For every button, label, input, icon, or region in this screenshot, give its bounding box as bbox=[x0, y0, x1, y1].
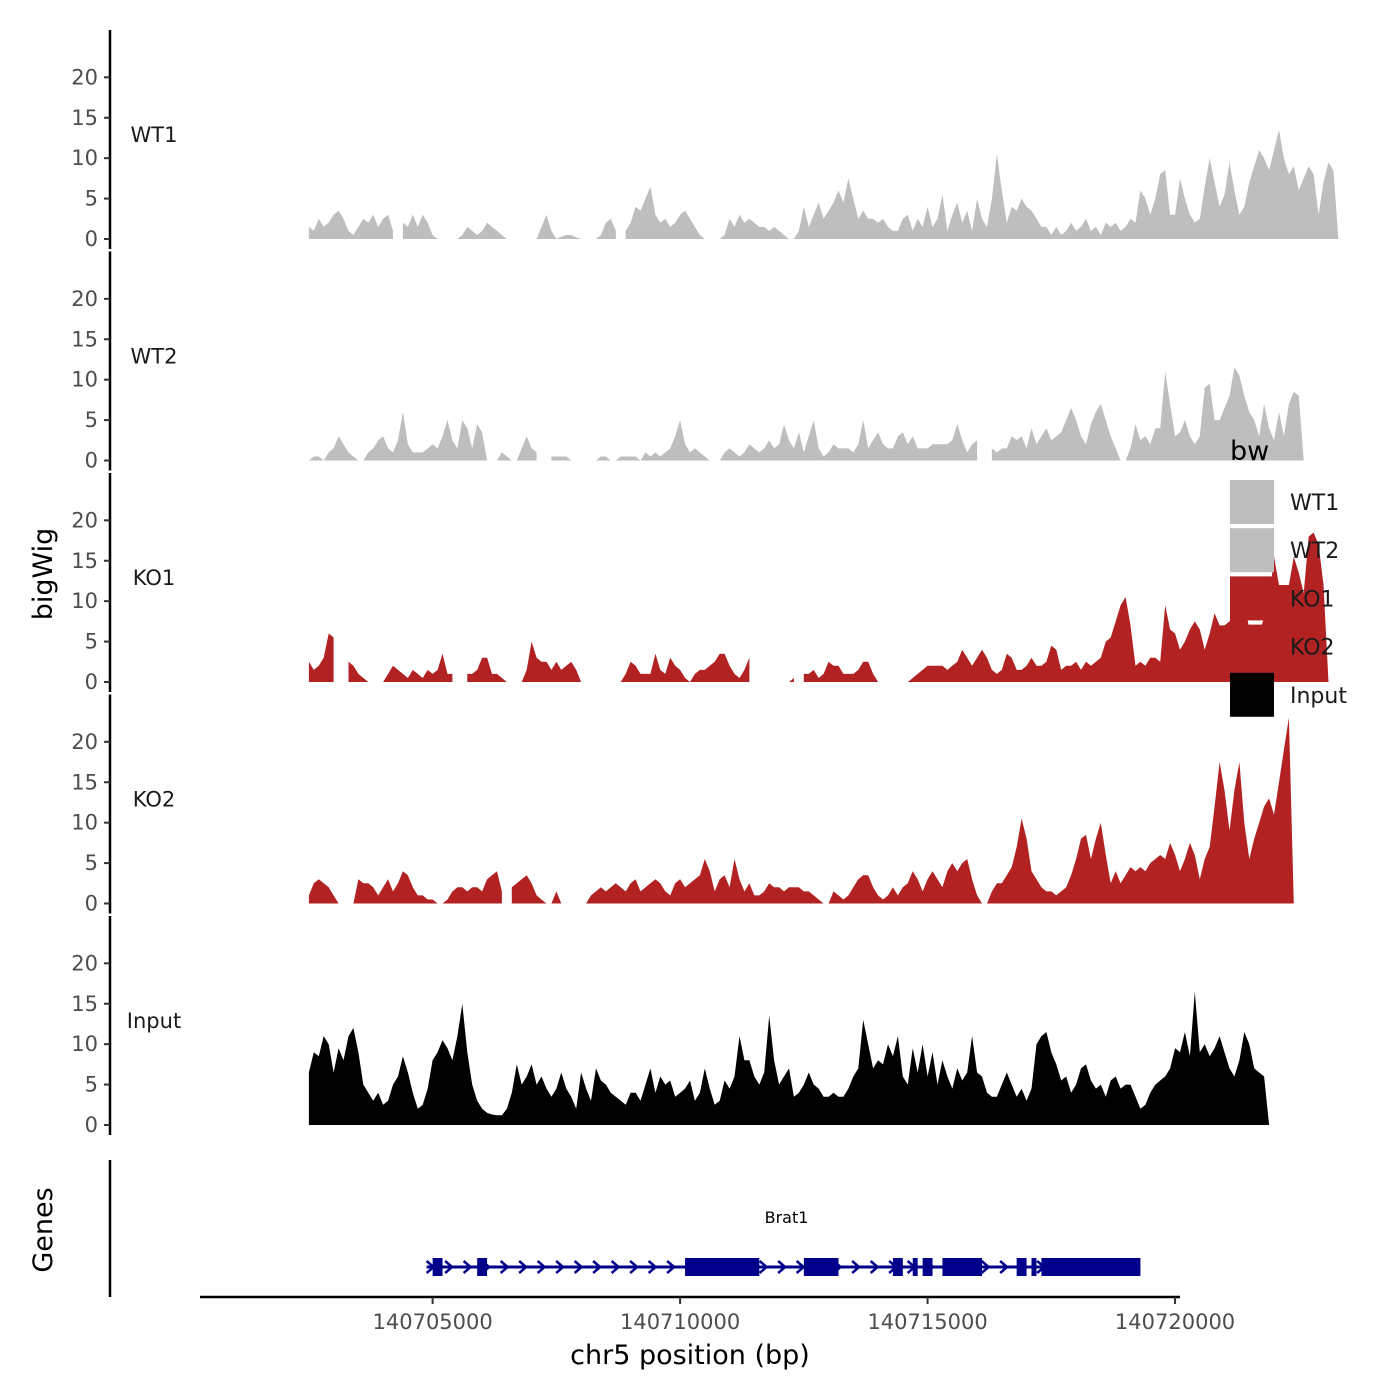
y-tick-label: 0 bbox=[85, 227, 98, 251]
area-input bbox=[308, 991, 1270, 1125]
y-tick-label: 15 bbox=[71, 992, 98, 1016]
exon bbox=[912, 1258, 918, 1276]
y-tick-label: 15 bbox=[71, 327, 98, 351]
exon bbox=[922, 1258, 933, 1276]
y-tick-label: 5 bbox=[85, 1073, 98, 1097]
x-tick-label: 140715000 bbox=[867, 1310, 987, 1334]
y-tick-label: 10 bbox=[71, 1032, 98, 1056]
strand-arrow bbox=[462, 1260, 473, 1274]
track-label-wt2: WT2 bbox=[131, 345, 178, 369]
y-tick-label: 10 bbox=[71, 589, 98, 613]
legend-label-wt2: WT2 bbox=[1290, 539, 1339, 564]
y-tick-label: 10 bbox=[71, 811, 98, 835]
track-label-ko1: KO1 bbox=[133, 566, 176, 590]
y-tick-label: 15 bbox=[71, 106, 98, 130]
gene-track: Brat1 bbox=[108, 1160, 1141, 1297]
x-axis: 140705000 140710000 140715000 140720000 bbox=[200, 1295, 1235, 1334]
strand-arrow bbox=[647, 1260, 658, 1274]
y-tick-label: 10 bbox=[71, 368, 98, 392]
y-tick-label: 5 bbox=[85, 408, 98, 432]
legend-swatch-ko1 bbox=[1230, 576, 1274, 621]
x-axis-title: chr5 position (bp) bbox=[570, 1340, 810, 1371]
y-tick-label: 0 bbox=[85, 1113, 98, 1137]
track-ko1: 0 5 10 15 20 KO1 bbox=[71, 473, 1329, 694]
y-tick-label: 5 bbox=[85, 187, 98, 211]
y-tick-label: 5 bbox=[85, 851, 98, 875]
bigwig-tracks: 0 5 10 15 20 WT1 0 5 10 15 20 WT2 0 5 10 15 20 KO1 0 5 10 15 2… bbox=[71, 30, 1339, 1137]
strand-arrow bbox=[518, 1260, 529, 1274]
strand-arrow bbox=[592, 1260, 603, 1274]
y-axis-title-genes: Genes bbox=[28, 1187, 59, 1272]
y-tick-label: 0 bbox=[85, 892, 98, 916]
y-tick-label: 20 bbox=[71, 287, 98, 311]
strand-arrow bbox=[795, 1260, 806, 1274]
x-tick-label: 140710000 bbox=[620, 1310, 740, 1334]
legend-title: bw bbox=[1230, 436, 1269, 467]
exon bbox=[432, 1258, 443, 1276]
track-ko2: 0 5 10 15 20 KO2 bbox=[71, 694, 1294, 916]
area-wt2 bbox=[308, 367, 1304, 461]
area-wt1 bbox=[308, 129, 1339, 239]
area-ko2 bbox=[308, 717, 1294, 904]
area-ko1 bbox=[308, 532, 1329, 682]
exon bbox=[1031, 1258, 1037, 1276]
strand-arrow bbox=[444, 1260, 455, 1274]
strand-arrow bbox=[629, 1260, 640, 1274]
track-label-wt1: WT1 bbox=[131, 123, 178, 147]
track-wt2: 0 5 10 15 20 WT2 bbox=[71, 251, 1304, 473]
track-input: 0 5 10 15 20 Input bbox=[71, 916, 1270, 1137]
y-tick-label: 0 bbox=[85, 449, 98, 473]
legend-swatch-wt1 bbox=[1230, 480, 1274, 524]
y-tick-label: 20 bbox=[71, 65, 98, 89]
legend-label-ko2: KO2 bbox=[1290, 636, 1335, 661]
strand-arrow bbox=[536, 1260, 547, 1274]
legend: bw WT1 WT2 KO1 KO2 Input bbox=[1230, 436, 1347, 717]
strand-arrow bbox=[851, 1260, 862, 1274]
legend-swatch-input bbox=[1230, 672, 1274, 717]
strand-arrow bbox=[555, 1260, 566, 1274]
y-tick-label: 0 bbox=[85, 670, 98, 694]
y-tick-label: 20 bbox=[71, 730, 98, 754]
x-tick-label: 140705000 bbox=[373, 1310, 493, 1334]
y-tick-label: 20 bbox=[71, 951, 98, 975]
strand-arrow bbox=[758, 1260, 769, 1274]
legend-label-wt1: WT1 bbox=[1290, 491, 1339, 516]
legend-label-input: Input bbox=[1290, 684, 1347, 709]
strand-arrow bbox=[666, 1260, 677, 1274]
strand-arrow bbox=[777, 1260, 788, 1274]
strand-arrow bbox=[869, 1260, 880, 1274]
exon bbox=[942, 1258, 983, 1276]
legend-swatch-ko2 bbox=[1230, 624, 1274, 669]
track-wt1: 0 5 10 15 20 WT1 bbox=[71, 30, 1339, 251]
track-label-input: Input bbox=[127, 1009, 181, 1033]
y-tick-label: 15 bbox=[71, 549, 98, 573]
y-axis-title-bigwig: bigWig bbox=[28, 528, 59, 621]
gene-name-label: Brat1 bbox=[765, 1208, 809, 1227]
exon bbox=[1041, 1258, 1141, 1276]
strand-arrow bbox=[573, 1260, 584, 1274]
exon bbox=[477, 1258, 488, 1276]
exon bbox=[803, 1258, 839, 1276]
y-tick-label: 10 bbox=[71, 146, 98, 170]
exon bbox=[892, 1258, 903, 1276]
y-tick-label: 20 bbox=[71, 508, 98, 532]
exon bbox=[1016, 1258, 1027, 1276]
legend-swatch-wt2 bbox=[1230, 528, 1274, 573]
legend-label-ko1: KO1 bbox=[1290, 587, 1335, 612]
strand-arrow bbox=[999, 1260, 1010, 1274]
y-tick-label: 15 bbox=[71, 770, 98, 794]
track-label-ko2: KO2 bbox=[133, 788, 176, 812]
strand-arrow bbox=[980, 1260, 991, 1274]
exon bbox=[685, 1258, 760, 1276]
gene-brat1: Brat1 bbox=[425, 1208, 1141, 1276]
y-tick-label: 5 bbox=[85, 630, 98, 654]
x-tick-label: 140720000 bbox=[1115, 1310, 1235, 1334]
strand-arrow bbox=[610, 1260, 621, 1274]
strand-arrow bbox=[499, 1260, 510, 1274]
